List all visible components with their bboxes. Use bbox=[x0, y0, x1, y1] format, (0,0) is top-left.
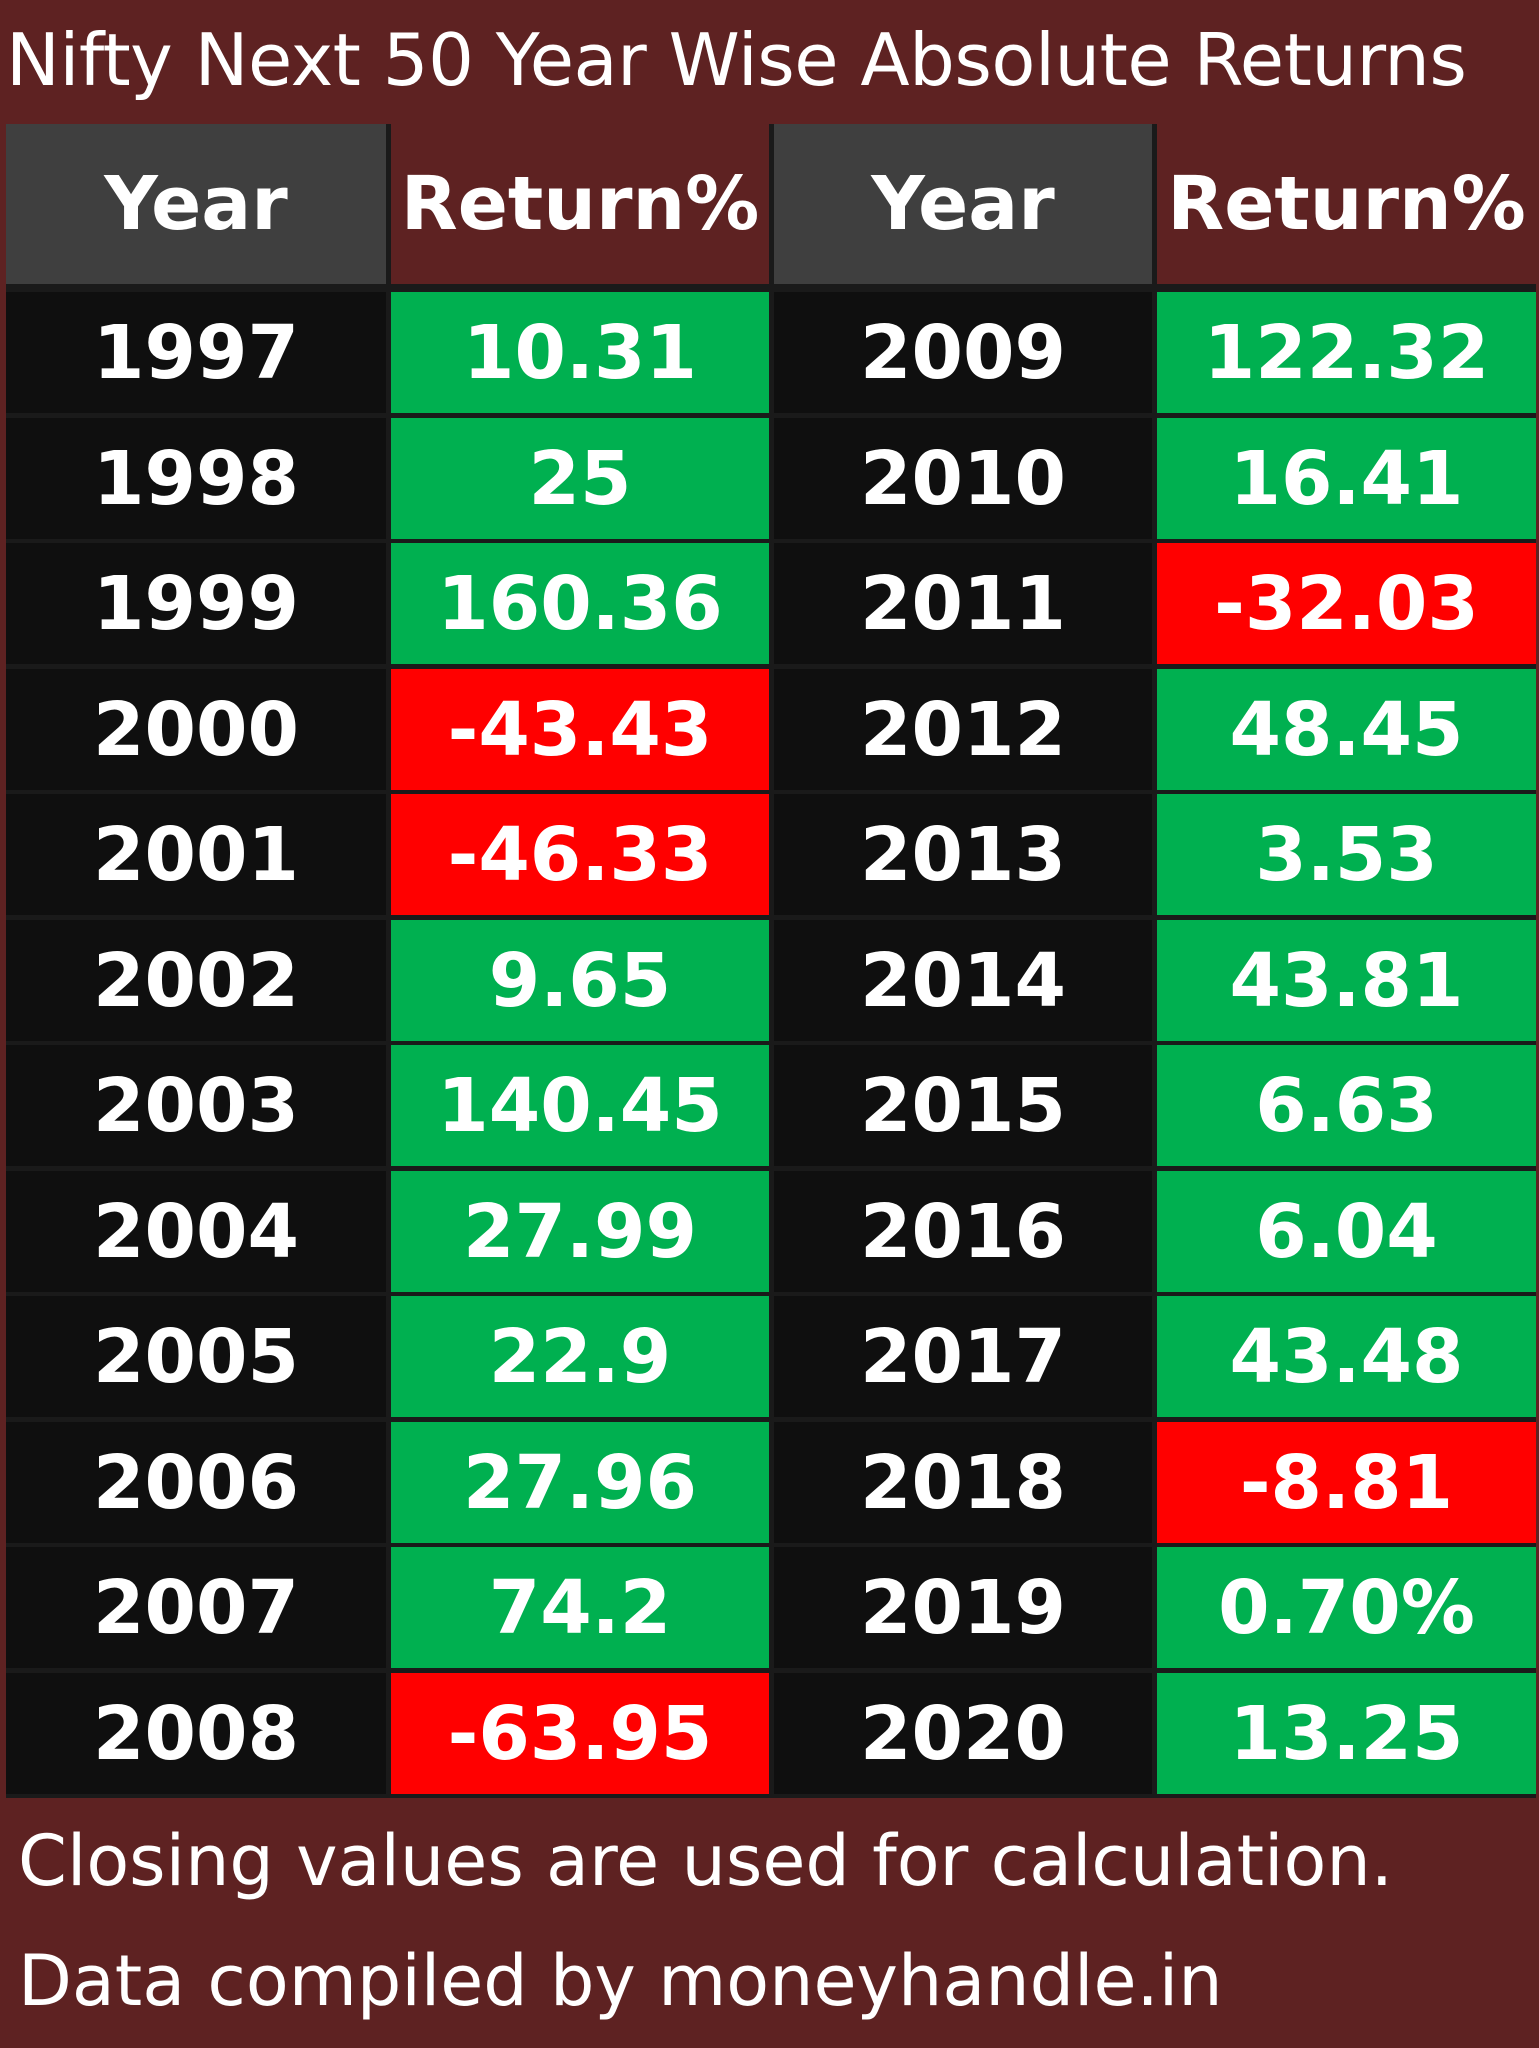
footer: Closing values are used for calculation.… bbox=[0, 1800, 1539, 2048]
year-cell: 1999 bbox=[6, 543, 386, 664]
year-cell: 2014 bbox=[774, 920, 1152, 1041]
return-cell: 16.41 bbox=[1157, 418, 1536, 539]
year-cell: 2016 bbox=[774, 1171, 1152, 1292]
return-cell: -63.95 bbox=[391, 1673, 769, 1794]
year-cell: 2001 bbox=[6, 794, 386, 915]
return-cell: 9.65 bbox=[391, 920, 769, 1041]
return-cell: 0.70% bbox=[1157, 1547, 1536, 1668]
return-cell: -32.03 bbox=[1157, 543, 1536, 664]
footer-note-line-2: Data compiled by moneyhandle.in bbox=[18, 1940, 1223, 2022]
year-cell: 2005 bbox=[6, 1296, 386, 1417]
returns-table: Year Return% Year Return% 1997 10.31 1998 25 199… bbox=[6, 124, 1536, 1798]
return-cell: -43.43 bbox=[391, 669, 769, 790]
return-cell: 160.36 bbox=[391, 543, 769, 664]
return-cell: 25 bbox=[391, 418, 769, 539]
return-cell: 27.96 bbox=[391, 1422, 769, 1543]
year-cell: 2007 bbox=[6, 1547, 386, 1668]
return-cell: 43.48 bbox=[1157, 1296, 1536, 1417]
column-header-return: Return% bbox=[1157, 124, 1536, 284]
year-cell: 2018 bbox=[774, 1422, 1152, 1543]
return-cell: 43.81 bbox=[1157, 920, 1536, 1041]
year-cell: 2013 bbox=[774, 794, 1152, 915]
year-cell: 2015 bbox=[774, 1045, 1152, 1166]
return-cell: 140.45 bbox=[391, 1045, 769, 1166]
year-cell: 2008 bbox=[6, 1673, 386, 1794]
return-cell: -8.81 bbox=[1157, 1422, 1536, 1543]
year-cell: 2017 bbox=[774, 1296, 1152, 1417]
year-cell: 2020 bbox=[774, 1673, 1152, 1794]
return-cell: 13.25 bbox=[1157, 1673, 1536, 1794]
column-header-return: Return% bbox=[391, 124, 769, 284]
year-cell: 2019 bbox=[774, 1547, 1152, 1668]
return-cell: 3.53 bbox=[1157, 794, 1536, 915]
return-cell: 74.2 bbox=[391, 1547, 769, 1668]
year-cell: 2006 bbox=[6, 1422, 386, 1543]
year-cell: 2004 bbox=[6, 1171, 386, 1292]
page-title: Nifty Next 50 Year Wise Absolute Returns bbox=[6, 18, 1467, 102]
return-cell: 48.45 bbox=[1157, 669, 1536, 790]
year-cell: 2002 bbox=[6, 920, 386, 1041]
return-cell: 10.31 bbox=[391, 292, 769, 413]
return-cell: 22.9 bbox=[391, 1296, 769, 1417]
return-cell: -46.33 bbox=[391, 794, 769, 915]
footer-note-line-1: Closing values are used for calculation. bbox=[18, 1820, 1393, 1902]
column-header-year: Year bbox=[6, 124, 386, 284]
year-cell: 2011 bbox=[774, 543, 1152, 664]
year-cell: 2009 bbox=[774, 292, 1152, 413]
year-cell: 2012 bbox=[774, 669, 1152, 790]
year-cell: 2003 bbox=[6, 1045, 386, 1166]
year-cell: 2000 bbox=[6, 669, 386, 790]
year-cell: 1998 bbox=[6, 418, 386, 539]
return-cell: 6.63 bbox=[1157, 1045, 1536, 1166]
year-cell: 1997 bbox=[6, 292, 386, 413]
return-cell: 27.99 bbox=[391, 1171, 769, 1292]
return-cell: 6.04 bbox=[1157, 1171, 1536, 1292]
column-header-year: Year bbox=[774, 124, 1152, 284]
year-cell: 2010 bbox=[774, 418, 1152, 539]
return-cell: 122.32 bbox=[1157, 292, 1536, 413]
